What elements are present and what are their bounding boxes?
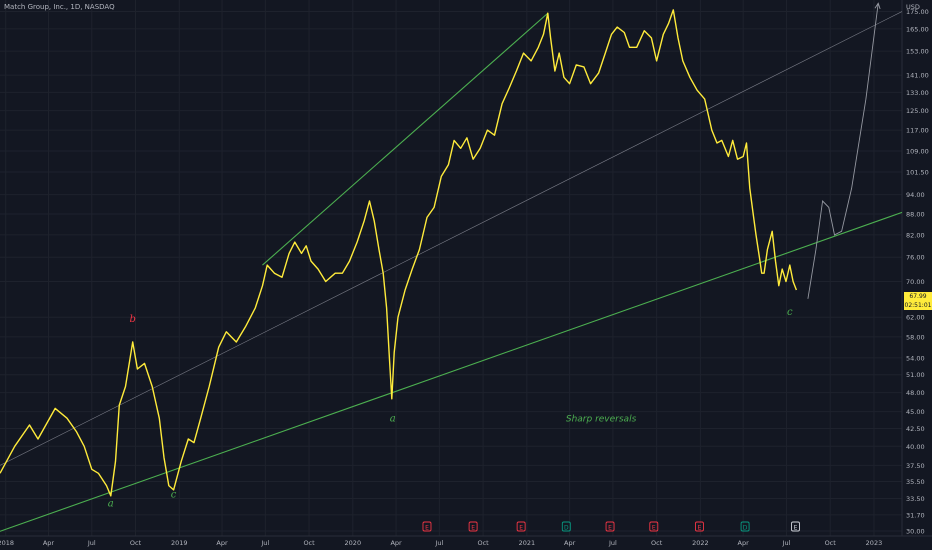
symbol-title: Match Group, Inc., 1D, NASDAQ: [4, 3, 115, 11]
y-tick-label: 30.00: [906, 528, 925, 536]
x-tick-label: Oct: [303, 539, 315, 547]
y-tick-label: 70.00: [906, 278, 925, 286]
projection-arrowhead: [874, 2, 881, 10]
event-marker-box: [649, 521, 659, 532]
x-tick-label: Oct: [825, 539, 837, 547]
wave-label-b: b: [616, 0, 622, 3]
y-tick-label: 62.00: [906, 314, 925, 322]
trendline-mid-trend: [0, 11, 903, 466]
x-tick-label: Apr: [738, 539, 750, 547]
x-tick-label: Jul: [434, 539, 443, 547]
event-marker-box: [694, 521, 704, 532]
event-marker-box: [422, 521, 432, 532]
y-tick-label: 45.00: [906, 408, 925, 416]
y-tick-label: 141.00: [906, 72, 929, 80]
y-tick-label: 175.00: [906, 8, 929, 16]
event-marker-letter: E: [794, 525, 798, 532]
trendlines: [0, 11, 903, 532]
countdown: 02:51:01: [904, 302, 932, 309]
x-tick-label: Jul: [782, 539, 791, 547]
grid-lines: [0, 0, 932, 537]
wave-label-c: c: [171, 490, 177, 501]
event-marker-letter: D: [743, 525, 748, 532]
y-tick-label: 88.00: [906, 211, 925, 219]
y-tick-label: 82.00: [906, 231, 925, 239]
y-tick-label: 101.50: [906, 169, 929, 177]
x-tick-label: Apr: [216, 539, 228, 547]
y-tick-label: 133.00: [906, 89, 929, 97]
trendline-upper-channel: [262, 12, 549, 266]
projection-path: [807, 3, 879, 299]
annotation-text: Sharp reversals: [566, 415, 637, 425]
y-tick-label: 33.50: [906, 495, 925, 503]
y-tick-label: 94.00: [906, 191, 925, 199]
event-marker-box: [740, 521, 750, 532]
x-tick-label: 2023: [866, 539, 883, 547]
y-tick-label: 37.50: [906, 462, 925, 470]
x-tick-label: Oct: [130, 539, 142, 547]
event-marker-box: [468, 521, 478, 532]
y-tick-label: 125.00: [906, 107, 929, 115]
event-marker-letter: E: [608, 525, 612, 532]
wave-label-a: a: [390, 414, 396, 425]
wave-labels: a b c a b c Sharp reversals: [108, 0, 793, 510]
event-marker-letter: E: [652, 525, 656, 532]
x-tick-label: 2019: [171, 539, 188, 547]
x-axis: 2018 Apr Jul Oct 2019 Apr Jul Oct 2020 Apr Jul Oct 2…: [0, 539, 882, 547]
y-tick-label: 48.00: [906, 389, 925, 397]
wave-label-c: c: [787, 307, 793, 318]
y-tick-label: 58.00: [906, 333, 925, 341]
y-tick-label: 54.00: [906, 354, 925, 362]
x-tick-label: Apr: [43, 539, 55, 547]
wave-label-a: a: [108, 499, 114, 510]
x-tick-label: Jul: [260, 539, 269, 547]
event-marker-letter: E: [698, 525, 702, 532]
y-tick-label: 51.00: [906, 371, 925, 379]
x-tick-label: Apr: [390, 539, 402, 547]
event-marker-box: [605, 521, 615, 532]
last-price: 67.99: [909, 293, 927, 300]
x-tick-label: Jul: [608, 539, 617, 547]
wave-label-b: b: [129, 314, 135, 325]
x-tick-label: 2020: [345, 539, 362, 547]
y-axis-currency: USD: [906, 3, 920, 11]
y-tick-label: 35.50: [906, 478, 925, 486]
x-tick-label: 2018: [0, 539, 14, 547]
y-tick-label: 76.00: [906, 254, 925, 262]
y-tick-label: 165.00: [906, 25, 929, 33]
event-marker-box: [561, 521, 571, 532]
x-tick-label: 2021: [519, 539, 536, 547]
y-axis: 175.00 165.00 153.00 141.00 133.00 125.00 117.…: [906, 3, 929, 536]
y-tick-label: 117.00: [906, 127, 929, 135]
event-marker-box: [791, 521, 800, 532]
y-tick-label: 31.70: [906, 511, 925, 519]
event-marker-letter: D: [564, 525, 569, 532]
trendline-lower-support: [0, 211, 903, 532]
event-marker-letter: E: [519, 525, 523, 532]
x-tick-label: Jul: [87, 539, 96, 547]
x-tick-label: Oct: [651, 539, 663, 547]
y-tick-label: 109.00: [906, 148, 929, 156]
x-tick-label: 2022: [692, 539, 709, 547]
last-price-badge: 67.99 02:51:01: [904, 292, 932, 310]
y-tick-label: 153.00: [906, 48, 929, 56]
event-marker-box: [516, 521, 526, 532]
y-tick-label: 40.00: [906, 443, 925, 451]
x-tick-label: Apr: [564, 539, 576, 547]
price-line: [0, 9, 798, 497]
price-series: [0, 2, 881, 497]
event-marker-letter: E: [425, 525, 429, 532]
y-tick-label: 42.50: [906, 425, 925, 433]
x-tick-label: Oct: [477, 539, 489, 547]
event-marker-letter: E: [471, 525, 475, 532]
